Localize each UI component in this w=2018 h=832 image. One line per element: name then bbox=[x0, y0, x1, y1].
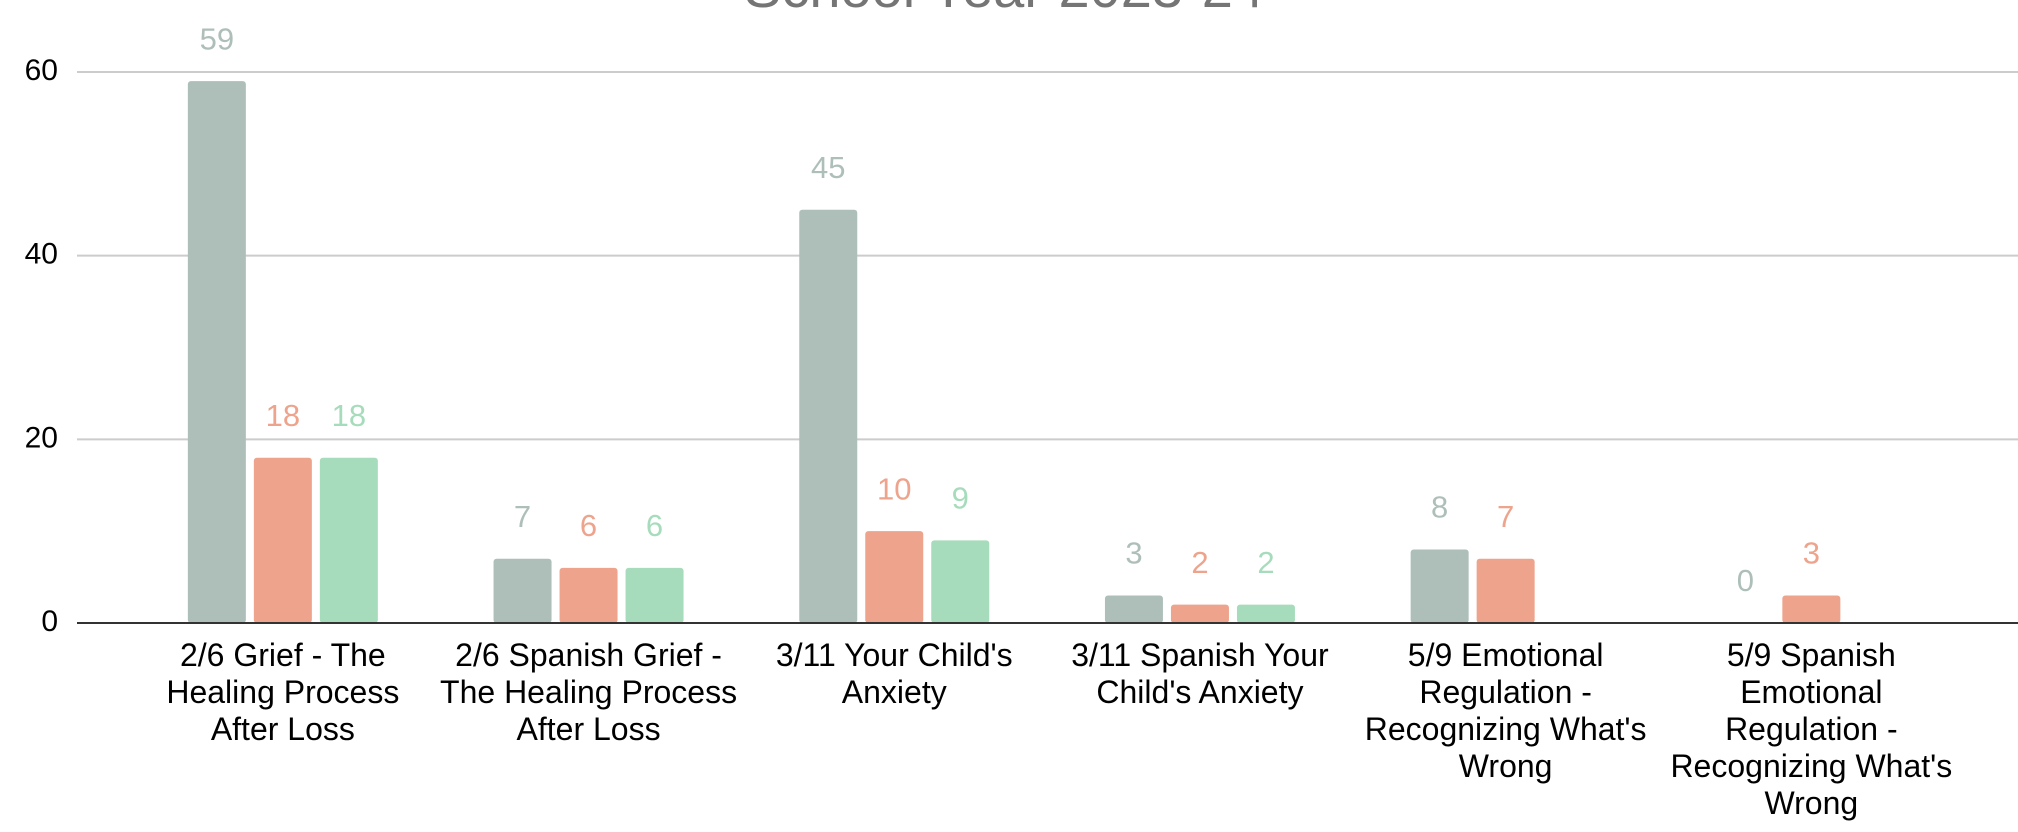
bar bbox=[865, 531, 924, 623]
x-tick-label-box: 3/11 Spanish Your Child's Anxiety bbox=[1071, 637, 1329, 710]
bar bbox=[319, 457, 378, 623]
y-tick-label: 20 bbox=[25, 421, 58, 454]
bar bbox=[253, 457, 312, 623]
bar bbox=[625, 567, 684, 623]
data-label: 6 bbox=[580, 508, 597, 543]
data-label: 18 bbox=[266, 398, 300, 433]
x-tick-label-box: 3/11 Your Child's Anxiety bbox=[775, 637, 1013, 710]
bar bbox=[1104, 595, 1163, 623]
data-label: 18 bbox=[332, 398, 366, 433]
bar bbox=[1476, 558, 1535, 623]
x-tick-label: 5/9 Emotional Regulation - Recognizing W… bbox=[1364, 637, 1647, 784]
data-label: 0 bbox=[1737, 563, 1754, 598]
bar bbox=[1410, 549, 1469, 623]
data-label: 45 bbox=[811, 150, 845, 185]
y-tick-label: 60 bbox=[25, 54, 58, 87]
x-tick-label: 2/6 Spanish Grief - The Healing Process … bbox=[440, 637, 738, 747]
bar bbox=[187, 81, 246, 623]
bar bbox=[931, 540, 990, 623]
x-tick-label-box: 2/6 Grief - The Healing Process After Lo… bbox=[166, 637, 400, 747]
bar bbox=[559, 567, 618, 623]
x-tick-label-box: 5/9 Spanish Emotional Regulation - Recog… bbox=[1670, 637, 1953, 821]
x-tick-label-box: 2/6 Spanish Grief - The Healing Process … bbox=[440, 637, 738, 747]
x-tick-label: 3/11 Your Child's Anxiety bbox=[775, 637, 1013, 710]
data-label: 6 bbox=[646, 508, 663, 543]
bar bbox=[493, 558, 552, 623]
data-label: 10 bbox=[877, 471, 911, 506]
data-label: 9 bbox=[952, 481, 969, 516]
data-label: 3 bbox=[1125, 536, 1142, 571]
bar bbox=[1236, 604, 1295, 623]
data-label: 2 bbox=[1191, 545, 1208, 580]
x-tick-label: 5/9 Spanish Emotional Regulation - Recog… bbox=[1670, 637, 1953, 821]
y-tick-label: 0 bbox=[41, 605, 58, 638]
data-label: 59 bbox=[200, 21, 234, 56]
x-tick-label: 2/6 Grief - The Healing Process After Lo… bbox=[166, 637, 400, 747]
data-label: 3 bbox=[1803, 536, 1820, 571]
bar bbox=[1782, 595, 1841, 623]
data-label: 2 bbox=[1257, 545, 1274, 580]
bar bbox=[1170, 604, 1229, 623]
data-label: 8 bbox=[1431, 490, 1448, 525]
y-tick-label: 40 bbox=[25, 238, 58, 271]
data-label: 7 bbox=[514, 499, 531, 534]
x-tick-label-box: 5/9 Emotional Regulation - Recognizing W… bbox=[1364, 637, 1647, 784]
data-label: 7 bbox=[1497, 499, 1514, 534]
chart-title: School Year 2023-24 bbox=[744, 0, 1264, 19]
x-tick-label: 3/11 Spanish Your Child's Anxiety bbox=[1071, 637, 1329, 710]
bar bbox=[799, 209, 858, 623]
